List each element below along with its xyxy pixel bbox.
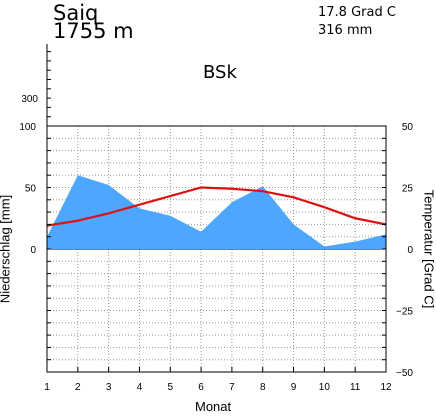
climate-class: BSk <box>203 62 237 83</box>
x-tick-label: 10 <box>319 382 331 393</box>
x-tick-label: 8 <box>260 382 266 393</box>
station-elevation: 1755 m <box>53 19 134 43</box>
x-axis-label: Monat <box>195 399 232 414</box>
y-tick-label-left: 50 <box>25 184 37 195</box>
y-tick-label-upper: 300 <box>21 94 38 105</box>
y-tick-label-left: 0 <box>30 245 36 256</box>
x-tick-label: 1 <box>44 382 50 393</box>
station-name: Saiq <box>53 1 99 25</box>
x-tick-label: 4 <box>137 382 143 393</box>
x-tick-label: 5 <box>167 382 173 393</box>
x-tick-label: 11 <box>350 382 361 393</box>
y-axis-right-label: Temperatur [Grad C] <box>421 189 436 309</box>
y-tick-label-right: −50 <box>396 368 413 379</box>
ticks <box>46 51 387 373</box>
y-tick-label-right: 50 <box>402 122 414 133</box>
x-tick-label: 6 <box>198 382 204 393</box>
temperature-line <box>46 186 387 227</box>
x-tick-label: 9 <box>291 382 297 393</box>
annual-precipitation: 316 mm <box>318 23 373 38</box>
y-tick-label-left: 100 <box>19 122 36 133</box>
precipitation-area <box>47 175 386 249</box>
x-tick-label: 7 <box>229 382 235 393</box>
y-tick-label-right: 25 <box>402 184 414 195</box>
x-tick-label: 3 <box>106 382 112 393</box>
mean-temperature: 17.8 Grad C <box>318 5 396 20</box>
y-tick-label-right: −25 <box>396 307 413 318</box>
y-tick-label-right: 0 <box>407 245 413 256</box>
y-axis-left-label: Niederschlag [mm] <box>0 194 13 304</box>
x-tick-label: 12 <box>380 382 392 393</box>
x-tick-label: 2 <box>75 382 81 393</box>
